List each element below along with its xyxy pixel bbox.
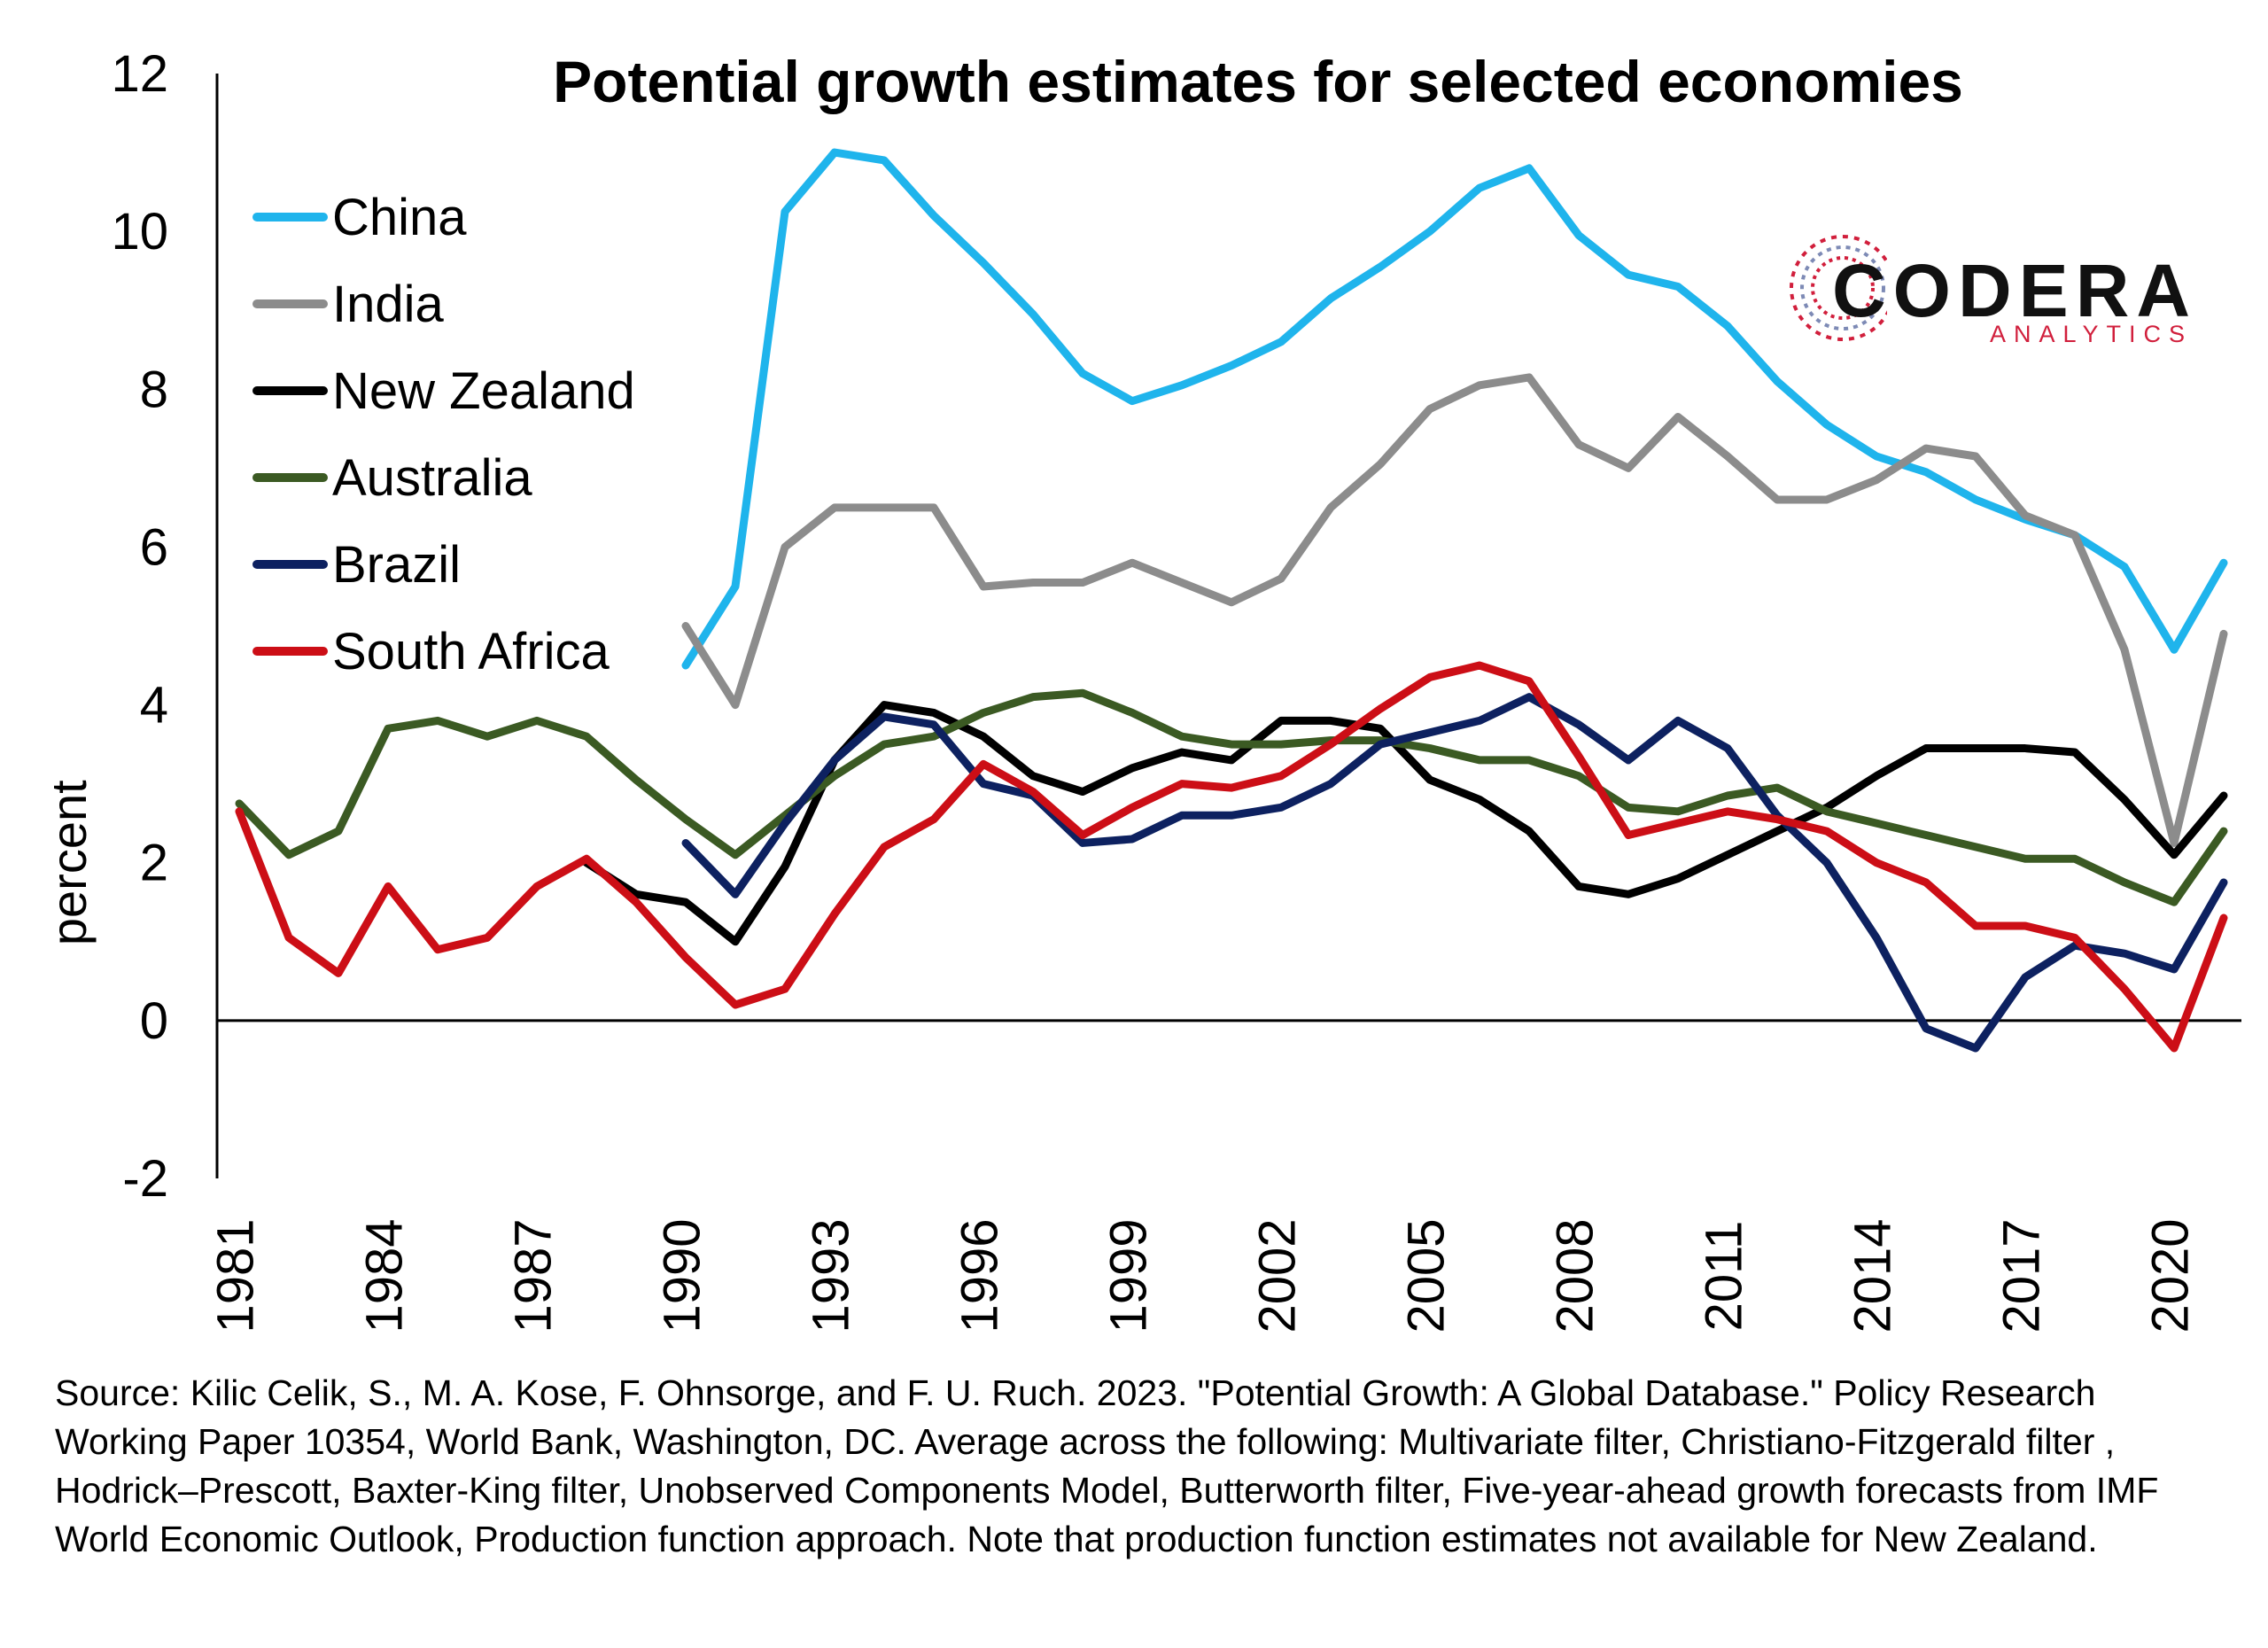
logo-subtitle: ANALYTICS (1990, 321, 2194, 347)
codera-logo: CODERA ANALYTICS (1781, 213, 2224, 363)
x-tick-label: 2014 (1844, 1218, 1901, 1333)
x-tick-label: 2020 (2141, 1218, 2199, 1333)
legend-label-south-africa: South Africa (332, 623, 610, 680)
y-tick-label: 8 (140, 361, 168, 418)
y-tick-label: 12 (111, 45, 168, 103)
y-tick-label: 2 (140, 835, 168, 892)
legend-label-australia: Australia (332, 449, 532, 507)
y-tick-label: 4 (140, 677, 168, 735)
logo-wordmark: CODERA (1832, 249, 2198, 332)
x-tick-label: 2011 (1695, 1221, 1752, 1332)
source-note: Source: Kilic Celik, S., M. A. Kose, F. … (55, 1372, 2159, 1559)
x-tick-label: 2008 (1546, 1218, 1604, 1333)
x-tick-label: 1996 (951, 1218, 1008, 1333)
legend-label-india: India (332, 276, 445, 333)
x-tick-label: 1993 (802, 1218, 859, 1333)
codera-logo-mark-icon (1790, 235, 1887, 341)
series-line-india (681, 373, 2228, 847)
x-tick-label: 2002 (1248, 1218, 1306, 1333)
x-tick-label: 1981 (206, 1218, 264, 1333)
x-tick-label: 1987 (504, 1218, 562, 1333)
series-line-brazil (681, 693, 2228, 1053)
y-tick-label: 10 (111, 203, 168, 260)
y-axis-label: percent (41, 780, 97, 945)
legend-label-brazil: Brazil (332, 536, 461, 594)
x-tick-label: 2005 (1397, 1218, 1455, 1333)
y-tick-label: 6 (140, 518, 168, 576)
series-line-china (681, 148, 2228, 670)
series-line-australia (235, 688, 2228, 906)
series-line-south-africa (235, 661, 2228, 1053)
y-tick-label: 0 (140, 992, 168, 1050)
x-tick-label: 1990 (653, 1218, 711, 1333)
x-tick-label: 1984 (355, 1218, 413, 1333)
chart-title: Potential growth estimates for selected … (553, 49, 1963, 114)
series-line-new-zealand (582, 701, 2228, 946)
x-tick-label: 2017 (1992, 1218, 2050, 1333)
x-tick-label: 1999 (1099, 1218, 1157, 1333)
y-tick-label: -2 (122, 1150, 168, 1208)
legend-label-new-zealand: New Zealand (332, 362, 635, 420)
legend-label-china: China (332, 189, 467, 246)
